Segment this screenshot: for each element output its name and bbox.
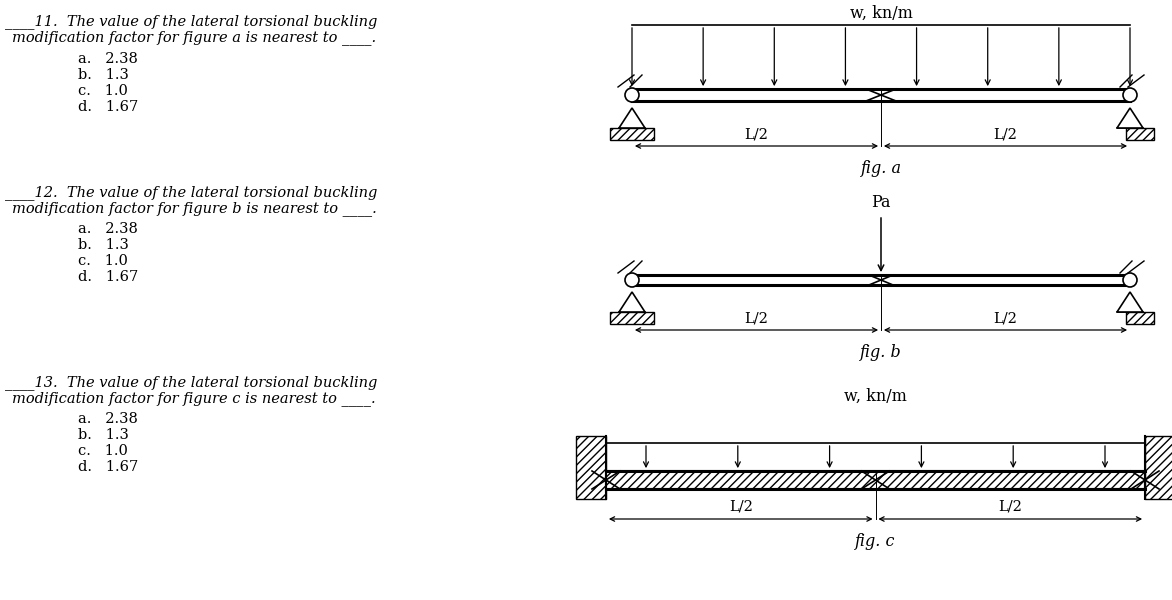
Text: d.   1.67: d. 1.67 [79,270,138,284]
Text: L/2: L/2 [729,500,752,514]
Text: L/2: L/2 [744,311,769,325]
Bar [609,128,654,140]
Text: w, kn/m: w, kn/m [850,5,913,22]
Text: modification factor for figure c is nearest to ____.: modification factor for figure c is near… [12,391,375,406]
Text: d.   1.67: d. 1.67 [79,460,138,474]
Text: c.   1.0: c. 1.0 [79,444,128,458]
Text: c.   1.0: c. 1.0 [79,84,128,98]
Text: fig. c: fig. c [856,533,895,550]
Text: d.   1.67: d. 1.67 [79,100,138,114]
Text: L/2: L/2 [744,127,769,141]
Text: L/2: L/2 [999,500,1022,514]
Polygon shape [1117,292,1143,312]
Text: modification factor for figure a is nearest to ____.: modification factor for figure a is near… [12,30,376,45]
Text: L/2: L/2 [994,127,1017,141]
Bar [1126,128,1154,140]
Text: Pa: Pa [871,194,891,211]
Text: w, kn/m: w, kn/m [844,388,907,405]
Polygon shape [619,292,645,312]
Text: a.   2.38: a. 2.38 [79,222,138,236]
Text: ____12.  The value of the lateral torsional buckling: ____12. The value of the lateral torsion… [5,185,377,200]
Text: modification factor for figure b is nearest to ____.: modification factor for figure b is near… [12,201,376,216]
Bar [1145,436,1172,499]
Text: b.   1.3: b. 1.3 [79,68,129,82]
Circle shape [1123,273,1137,287]
Polygon shape [619,108,645,128]
Circle shape [625,273,639,287]
Text: a.   2.38: a. 2.38 [79,412,138,426]
Bar [575,436,606,499]
Text: fig. a: fig. a [860,160,901,177]
Text: L/2: L/2 [994,311,1017,325]
Bar [606,471,1145,489]
Bar [1126,312,1154,324]
Text: b.   1.3: b. 1.3 [79,238,129,252]
Polygon shape [1117,108,1143,128]
Text: b.   1.3: b. 1.3 [79,428,129,442]
Circle shape [625,88,639,102]
Text: fig. b: fig. b [860,344,902,361]
Text: ____13.  The value of the lateral torsional buckling: ____13. The value of the lateral torsion… [5,375,377,390]
Circle shape [1123,88,1137,102]
Text: ____11.  The value of the lateral torsional buckling: ____11. The value of the lateral torsion… [5,14,377,29]
Bar [609,312,654,324]
Text: a.   2.38: a. 2.38 [79,52,138,66]
Text: c.   1.0: c. 1.0 [79,254,128,268]
